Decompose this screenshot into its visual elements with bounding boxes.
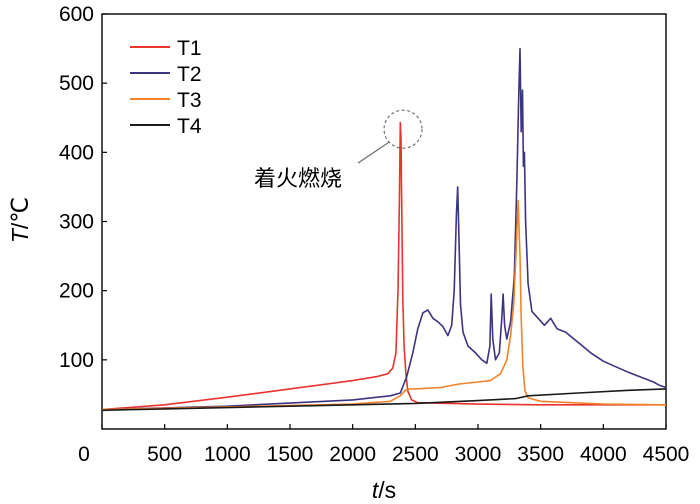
- legend-label-t4: T4: [177, 115, 202, 138]
- legend-label-t2: T2: [177, 63, 202, 86]
- y-axis-label: T/℃: [7, 197, 33, 243]
- x-tick-label: 1000: [204, 443, 251, 466]
- x-tick-label: 3500: [517, 443, 564, 466]
- series-line-t1: [101, 121, 666, 411]
- annotation-leader: [357, 141, 390, 164]
- y-tick-label: 600: [59, 3, 94, 26]
- annotation: 着火燃烧: [254, 109, 423, 192]
- series-layer: [101, 47, 667, 412]
- x-tick-label: 2500: [392, 443, 439, 466]
- series-line-t4: [101, 388, 667, 412]
- y-tick-label: 500: [59, 72, 94, 95]
- legend-label-t3: T3: [177, 89, 202, 112]
- x-tick-label: 2000: [329, 443, 376, 466]
- series-line-t2: [101, 47, 667, 411]
- legend-label-t1: T1: [177, 37, 202, 60]
- tick-layer: 0 500 1000 1500 2000 2500 3000 3500 4000 4500 100 2…: [59, 3, 689, 466]
- x-tick-label: 1500: [267, 443, 314, 466]
- legend: T1 T2 T3 T4: [130, 37, 202, 138]
- annotation-label: 着火燃烧: [254, 167, 342, 192]
- y-tick-label: 300: [59, 211, 94, 234]
- series-line-t3: [101, 199, 667, 411]
- x-tick-label: 4500: [643, 443, 690, 466]
- x-tick-label: 500: [147, 443, 182, 466]
- y-tick-label: 400: [59, 141, 94, 164]
- x-tick-label: 3000: [455, 443, 502, 466]
- x-axis-label: t/s: [372, 477, 396, 503]
- y-tick-label: 100: [59, 349, 94, 372]
- y-tick-label: 200: [59, 280, 94, 303]
- annotation-circle: [383, 109, 423, 149]
- x-tick-label: 4000: [580, 443, 627, 466]
- x-tick-label: 0: [78, 443, 90, 466]
